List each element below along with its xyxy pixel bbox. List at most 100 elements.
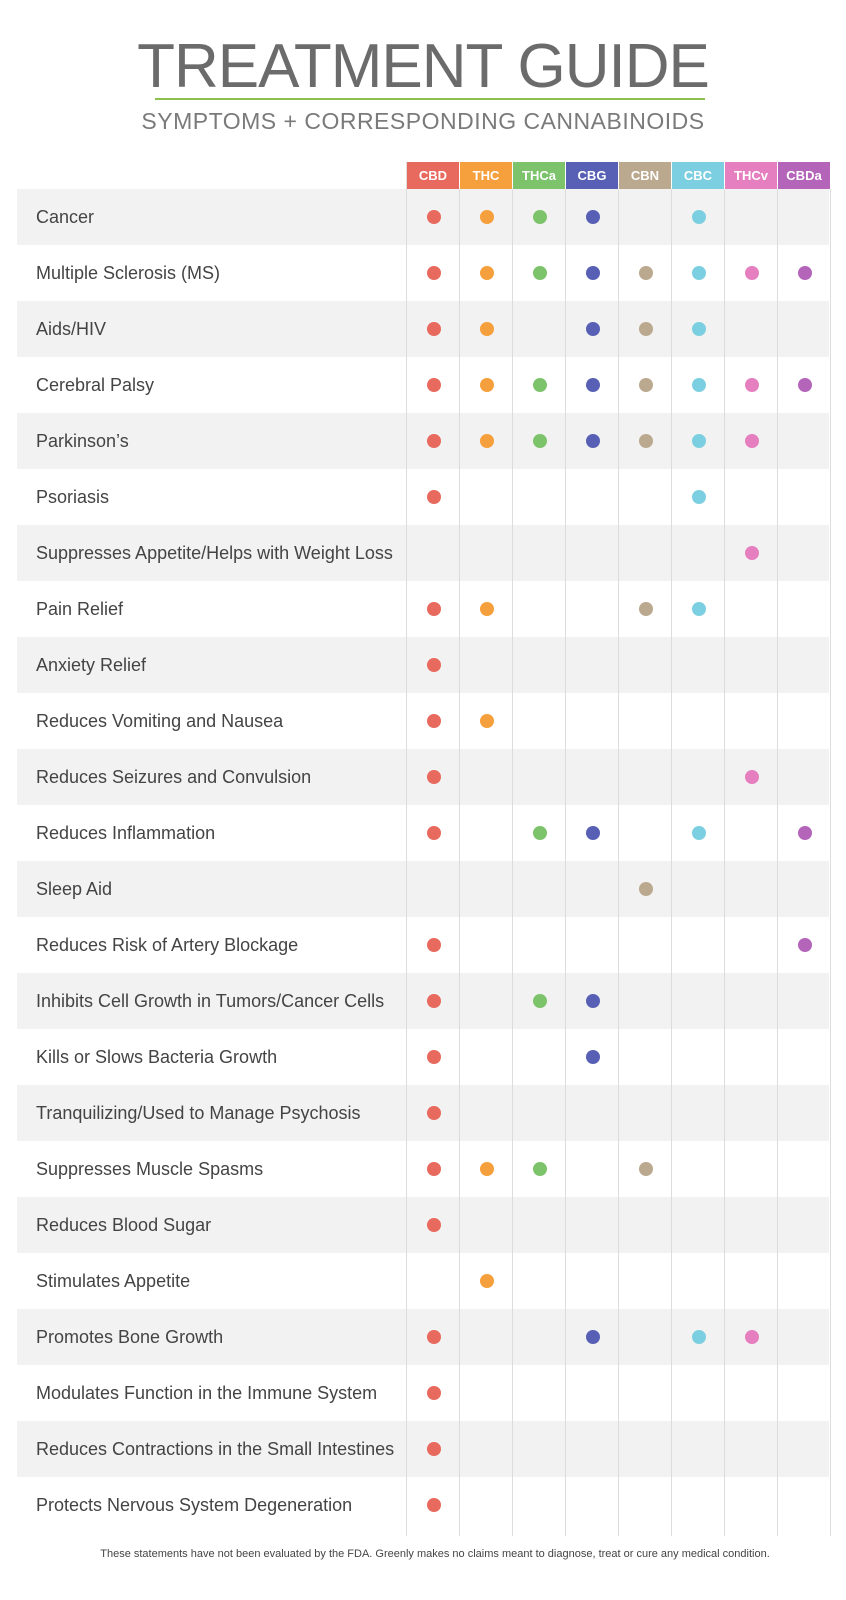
symptom-label: Tranquilizing/Used to Manage Psychosis (36, 1103, 361, 1123)
table-row: Reduces Contractions in the Small Intest… (17, 1421, 829, 1477)
indicator-dot-cbd (426, 1106, 441, 1120)
table-row: Suppresses Appetite/Helps with Weight Lo… (17, 525, 829, 581)
indicator-dot-cbd (426, 266, 441, 280)
symptom-label: Anxiety Relief (36, 655, 147, 675)
table-row: Stimulates Appetite (17, 1253, 829, 1309)
column-header-cbn: CBN (619, 162, 672, 189)
table-row: Inhibits Cell Growth in Tumors/Cancer Ce… (17, 973, 829, 1029)
indicator-dot-cbg (585, 1050, 600, 1064)
indicator-dot-thc (479, 378, 494, 392)
symptom-label: Reduces Contractions in the Small Intest… (36, 1439, 395, 1459)
symptom-label: Pain Relief (36, 599, 124, 619)
indicator-dot-cbda (797, 826, 812, 840)
table-row: Tranquilizing/Used to Manage Psychosis (17, 1085, 829, 1141)
table-row: Cancer (17, 189, 829, 245)
indicator-dot-cbg (585, 266, 600, 280)
symptom-label: Promotes Bone Growth (36, 1327, 224, 1347)
indicator-dot-cbc (691, 210, 706, 224)
table-row: Psoriasis (17, 469, 829, 525)
table-row: Reduces Vomiting and Nausea (17, 693, 829, 749)
indicator-dot-thcv (744, 266, 759, 280)
symptom-label: Stimulates Appetite (36, 1271, 191, 1291)
indicator-dot-cbd (426, 1330, 441, 1344)
indicator-dot-cbg (585, 826, 600, 840)
table-row: Aids/HIV (17, 301, 829, 357)
indicator-dot-thca (532, 210, 547, 224)
indicator-dot-cbn (638, 602, 653, 616)
column-divider (830, 162, 831, 1536)
symptom-label: Modulates Function in the Immune System (36, 1383, 378, 1403)
table-row: Reduces Risk of Artery Blockage (17, 917, 829, 973)
symptom-label: Psoriasis (36, 487, 110, 507)
indicator-dot-cbd (426, 1498, 441, 1512)
indicator-dot-thc (479, 602, 494, 616)
table-row: Reduces Seizures and Convulsion (17, 749, 829, 805)
indicator-dot-cbd (426, 490, 441, 504)
indicator-dot-thca (532, 378, 547, 392)
indicator-dot-cbg (585, 1330, 600, 1344)
column-header-cbg: CBG (566, 162, 619, 189)
indicator-dot-cbd (426, 322, 441, 336)
table-row: Sleep Aid (17, 861, 829, 917)
symptom-label: Sleep Aid (36, 879, 113, 899)
indicator-dot-thca (532, 826, 547, 840)
indicator-dot-thc (479, 266, 494, 280)
indicator-dot-cbn (638, 882, 653, 896)
indicator-dot-cbc (691, 378, 706, 392)
column-header-cbc: CBC (672, 162, 725, 189)
indicator-dot-thc (479, 714, 494, 728)
symptom-label: Protects Nervous System Degeneration (36, 1495, 353, 1515)
title-divider (155, 98, 705, 100)
indicator-dot-thca (532, 1162, 547, 1176)
column-divider (777, 162, 778, 1536)
column-divider (406, 162, 407, 1536)
indicator-dot-cbg (585, 210, 600, 224)
indicator-dot-thcv (744, 1330, 759, 1344)
column-header-thcv: THCv (725, 162, 778, 189)
symptom-label: Kills or Slows Bacteria Growth (36, 1047, 278, 1067)
indicator-dot-cbd (426, 1386, 441, 1400)
indicator-dot-cbda (797, 266, 812, 280)
column-divider (512, 162, 513, 1536)
symptom-label: Suppresses Appetite/Helps with Weight Lo… (36, 543, 393, 563)
symptom-label: Reduces Blood Sugar (36, 1215, 212, 1235)
symptom-label: Reduces Risk of Artery Blockage (36, 935, 299, 955)
table-row: Reduces Inflammation (17, 805, 829, 861)
page-subtitle: SYMPTOMS + CORRESPONDING CANNABINOIDS (141, 108, 705, 134)
indicator-dot-cbg (585, 434, 600, 448)
column-divider (618, 162, 619, 1536)
table-row: Multiple Sclerosis (MS) (17, 245, 829, 301)
column-header-thca: THCa (513, 162, 566, 189)
table-row: Protects Nervous System Degeneration (17, 1477, 829, 1533)
indicator-dot-cbc (691, 1330, 706, 1344)
symptom-label: Reduces Inflammation (36, 823, 216, 843)
table-row: Modulates Function in the Immune System (17, 1365, 829, 1421)
symptom-label: Inhibits Cell Growth in Tumors/Cancer Ce… (36, 991, 385, 1011)
indicator-dot-cbd (426, 378, 441, 392)
table-row: Kills or Slows Bacteria Growth (17, 1029, 829, 1085)
symptom-label: Cancer (36, 207, 95, 227)
indicator-dot-thca (532, 434, 547, 448)
indicator-dot-cbda (797, 378, 812, 392)
indicator-dot-thcv (744, 770, 759, 784)
indicator-dot-cbc (691, 826, 706, 840)
table-row: Suppresses Muscle Spasms (17, 1141, 829, 1197)
indicator-dot-cbda (797, 938, 812, 952)
indicator-dot-cbd (426, 210, 441, 224)
symptom-label: Aids/HIV (36, 319, 107, 339)
column-header-cbd: CBD (407, 162, 460, 189)
symptom-label: Multiple Sclerosis (MS) (36, 263, 221, 283)
symptom-label: Suppresses Muscle Spasms (36, 1159, 264, 1179)
indicator-dot-cbg (585, 322, 600, 336)
indicator-dot-cbg (585, 378, 600, 392)
indicator-dot-cbd (426, 1162, 441, 1176)
column-header-thc: THC (460, 162, 513, 189)
indicator-dot-cbc (691, 434, 706, 448)
indicator-dot-cbd (426, 658, 441, 672)
column-divider (565, 162, 566, 1536)
table-row: Promotes Bone Growth (17, 1309, 829, 1365)
indicator-dot-thca (532, 994, 547, 1008)
indicator-dot-cbc (691, 266, 706, 280)
indicator-dot-thc (479, 434, 494, 448)
symptom-label: Cerebral Palsy (36, 375, 155, 395)
